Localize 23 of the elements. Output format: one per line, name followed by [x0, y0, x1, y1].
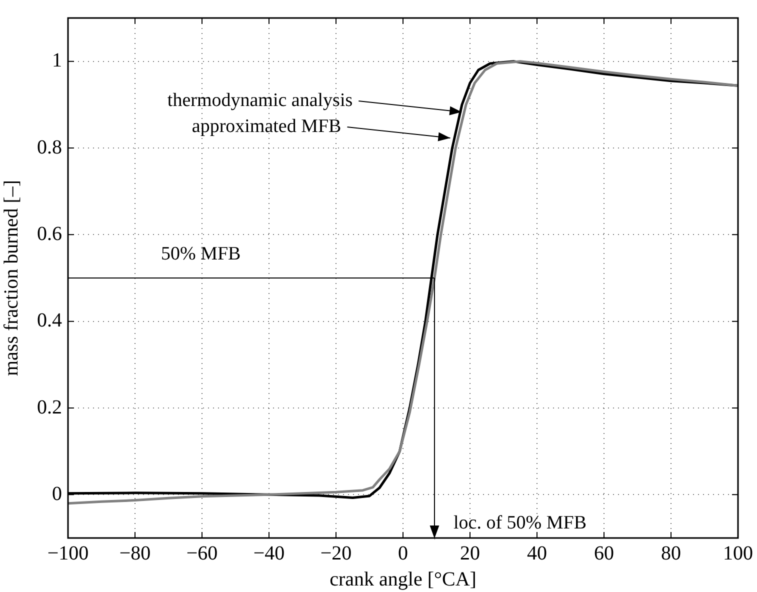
y-tick-label: 1 [52, 50, 62, 72]
y-tick-label: 0.6 [37, 222, 62, 245]
annotation: thermodynamic analysis [167, 90, 353, 112]
x-tick-label: 20 [460, 542, 480, 564]
ref-line-label: loc. of 50% MFB [453, 512, 586, 534]
x-tick-label: −40 [253, 542, 285, 564]
y-tick-label: 0.2 [37, 396, 62, 418]
y-tick-label: 0 [52, 482, 62, 505]
x-tick-label: 100 [723, 542, 753, 564]
y-axis-title: mass fraction burned [–] [0, 180, 22, 376]
x-tick-label: 80 [661, 542, 681, 564]
ref-line-label: 50% MFB [161, 243, 241, 264]
x-tick-label: 0 [398, 542, 408, 564]
x-tick-label: −100 [47, 542, 89, 564]
x-tick-label: −60 [186, 542, 218, 564]
x-tick-label: −80 [119, 542, 151, 564]
x-tick-label: 40 [527, 542, 547, 564]
x-tick-label: 60 [594, 542, 614, 564]
y-tick-label: 0.8 [37, 136, 62, 158]
y-tick-label: 0.4 [37, 310, 62, 332]
annotation: approximated MFB [192, 116, 342, 138]
x-axis-title: crank angle [°CA] [330, 568, 476, 590]
x-tick-label: −20 [320, 542, 352, 564]
